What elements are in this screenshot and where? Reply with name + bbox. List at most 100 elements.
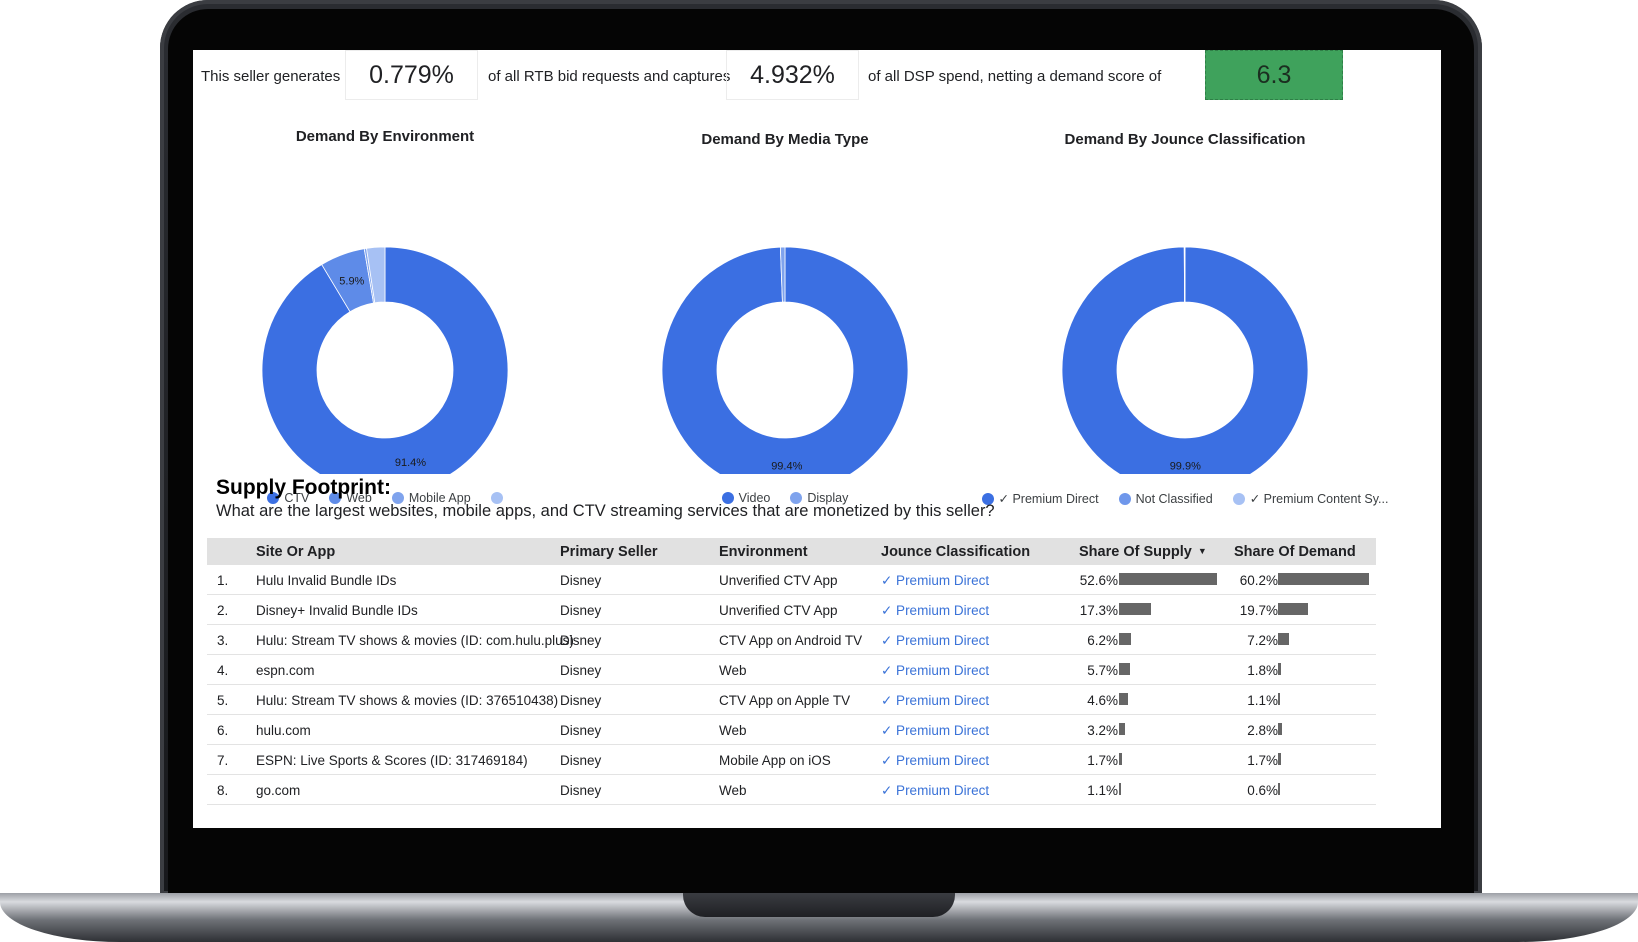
share-of-demand-bar	[1278, 663, 1281, 675]
donut-slice[interactable]	[261, 246, 509, 474]
legend-label: Mobile App	[408, 491, 471, 505]
legend-label: Video	[738, 491, 771, 505]
classification-cell[interactable]: ✓ Premium Direct	[881, 783, 990, 798]
header-site-or-app[interactable]: Site Or App	[256, 544, 336, 560]
share-of-supply-value: 6.2%	[1087, 633, 1118, 648]
share-of-supply-value: 1.7%	[1087, 753, 1118, 768]
laptop-notch	[683, 893, 955, 917]
classification-cell[interactable]: ✓ Premium Direct	[881, 753, 990, 768]
legend-item[interactable]: Display	[790, 491, 848, 505]
seller-cell: Disney	[560, 573, 602, 588]
classification-cell[interactable]: ✓ Premium Direct	[881, 573, 990, 588]
legend-item[interactable]: ✓ Premium Direct	[981, 491, 1099, 506]
share-of-demand-value: 60.2%	[1239, 573, 1278, 588]
classification-cell[interactable]: ✓ Premium Direct	[881, 663, 990, 678]
strip-text-captures: of all RTB bid requests and captures	[488, 68, 731, 85]
share-of-demand-value: 2.8%	[1247, 723, 1278, 738]
share-of-demand-value: 1.8%	[1247, 663, 1278, 678]
classification-cell[interactable]: ✓ Premium Direct	[881, 723, 990, 738]
legend-item[interactable]: Video	[721, 491, 771, 505]
legend-item[interactable]: CTV	[267, 491, 309, 505]
share-of-demand-value: 0.6%	[1247, 783, 1278, 798]
donut-slice[interactable]	[779, 246, 786, 303]
legend-item[interactable]: Not Classified	[1118, 491, 1213, 506]
header-share-of-supply[interactable]: Share Of Supply ▼	[1079, 544, 1207, 560]
share-of-supply-value: 3.2%	[1087, 723, 1118, 738]
header-primary-seller[interactable]: Primary Seller	[560, 544, 658, 560]
site-cell: Hulu: Stream TV shows & movies (ID: 3765…	[256, 693, 559, 708]
share-of-supply-value: 5.7%	[1087, 663, 1118, 678]
legend-swatch	[1118, 492, 1131, 505]
share-of-demand-bar	[1278, 573, 1369, 585]
seller-cell: Disney	[560, 693, 602, 708]
share-of-demand-value: 1.7%	[1247, 753, 1278, 768]
chart-title: Demand By Environment	[295, 128, 475, 145]
seller-cell: Disney	[560, 603, 602, 618]
classification-cell[interactable]: ✓ Premium Direct	[881, 633, 990, 648]
environment-cell: Web	[719, 723, 747, 738]
environment-cell: Mobile App on iOS	[719, 753, 831, 768]
share-of-supply-bar	[1119, 663, 1130, 675]
share-of-demand-bar	[1278, 633, 1289, 645]
classification-cell[interactable]: ✓ Premium Direct	[881, 603, 990, 618]
row-index: 3.	[217, 633, 229, 648]
environment-cell: CTV App on Apple TV	[719, 693, 851, 708]
donut-slice[interactable]	[661, 246, 909, 474]
header-jounce-classification[interactable]: Jounce Classification	[881, 544, 1031, 560]
row-index: 2.	[217, 603, 229, 618]
legend-item[interactable]: Web	[329, 491, 372, 505]
row-index: 8.	[217, 783, 229, 798]
share-of-demand-value: 19.7%	[1239, 603, 1278, 618]
header-share-of-demand[interactable]: Share Of Demand	[1234, 544, 1356, 560]
share-of-demand-bar	[1278, 603, 1308, 615]
share-of-supply-value: 4.6%	[1087, 693, 1118, 708]
share-of-demand-bar	[1278, 753, 1281, 765]
slice-data-label: 99.9%	[1170, 460, 1201, 472]
share-of-supply-bar	[1119, 633, 1131, 645]
demand-score-badge: 6.3	[1205, 50, 1343, 100]
slice-data-label: 91.4%	[395, 457, 426, 469]
legend-item[interactable]: ✓ Premium Content Sy...	[1232, 491, 1388, 506]
share-of-supply-bar	[1119, 753, 1123, 765]
legend-label: CTV	[284, 491, 310, 505]
seller-cell: Disney	[560, 753, 602, 768]
table-row[interactable]: 6. hulu.com Disney Web ✓ Premium Direct 3.2% 2…	[207, 715, 1376, 745]
environment-cell: Web	[719, 663, 747, 678]
seller-cell: Disney	[560, 663, 602, 678]
site-cell: Hulu: Stream TV shows & movies (ID: com.…	[256, 633, 574, 648]
table-row[interactable]: 3. Hulu: Stream TV shows & movies (ID: co…	[207, 625, 1376, 655]
table-row[interactable]: 5. Hulu: Stream TV shows & movies (ID: 37…	[207, 685, 1376, 715]
share-of-demand-value: 1.1%	[1247, 693, 1278, 708]
table-row[interactable]: 2. Disney+ Invalid Bundle IDs Disney Unveri…	[207, 595, 1376, 625]
donut-slice[interactable]	[1061, 246, 1309, 474]
dsp-share-value: 4.932%	[726, 50, 859, 100]
table-row[interactable]: 4. espn.com Disney Web ✓ Premium Direct 5.7% 1…	[207, 655, 1376, 685]
legend-swatch	[329, 492, 342, 504]
legend-label: Web	[346, 491, 372, 505]
chart-demand-by-environment: Demand By Environment 91.4% 5.9% CTV Web Mo…	[193, 128, 595, 514]
site-cell: Disney+ Invalid Bundle IDs	[256, 603, 418, 618]
chart-title: Demand By Media Type	[701, 131, 869, 148]
seller-cell: Disney	[560, 783, 602, 798]
table-row[interactable]: 7. ESPN: Live Sports & Scores (ID: 317469…	[207, 745, 1376, 775]
legend-item[interactable]: Mobile App	[391, 491, 471, 505]
legend-item[interactable]	[490, 491, 503, 505]
share-of-demand-bar	[1278, 783, 1280, 795]
share-of-supply-bar	[1119, 603, 1152, 615]
table-row[interactable]: 1. Hulu Invalid Bundle IDs Disney Unverifie…	[207, 565, 1376, 595]
slice-data-label: 5.9%	[339, 275, 364, 287]
header-environment[interactable]: Environment	[719, 544, 808, 560]
share-of-supply-bar	[1119, 693, 1128, 705]
legend-label: Not Classified	[1135, 491, 1213, 506]
legend-swatch	[981, 492, 994, 505]
environment-cell: Unverified CTV App	[719, 603, 838, 618]
share-of-demand-value: 7.2%	[1247, 633, 1278, 648]
site-cell: Hulu Invalid Bundle IDs	[256, 573, 397, 588]
table-row[interactable]: 8. go.com Disney Web ✓ Premium Direct 1.1% 0.6…	[207, 775, 1376, 805]
classification-cell[interactable]: ✓ Premium Direct	[881, 693, 990, 708]
dashboard-screen: This seller generates 0.779% of all RTB …	[193, 50, 1441, 828]
sort-down-icon[interactable]: ▼	[1197, 546, 1207, 556]
legend-swatch	[267, 492, 280, 504]
donut-slice[interactable]	[366, 246, 386, 304]
share-of-supply-value: 1.1%	[1087, 783, 1118, 798]
